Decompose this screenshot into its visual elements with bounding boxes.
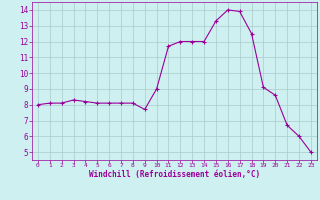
X-axis label: Windchill (Refroidissement éolien,°C): Windchill (Refroidissement éolien,°C) [89, 170, 260, 179]
